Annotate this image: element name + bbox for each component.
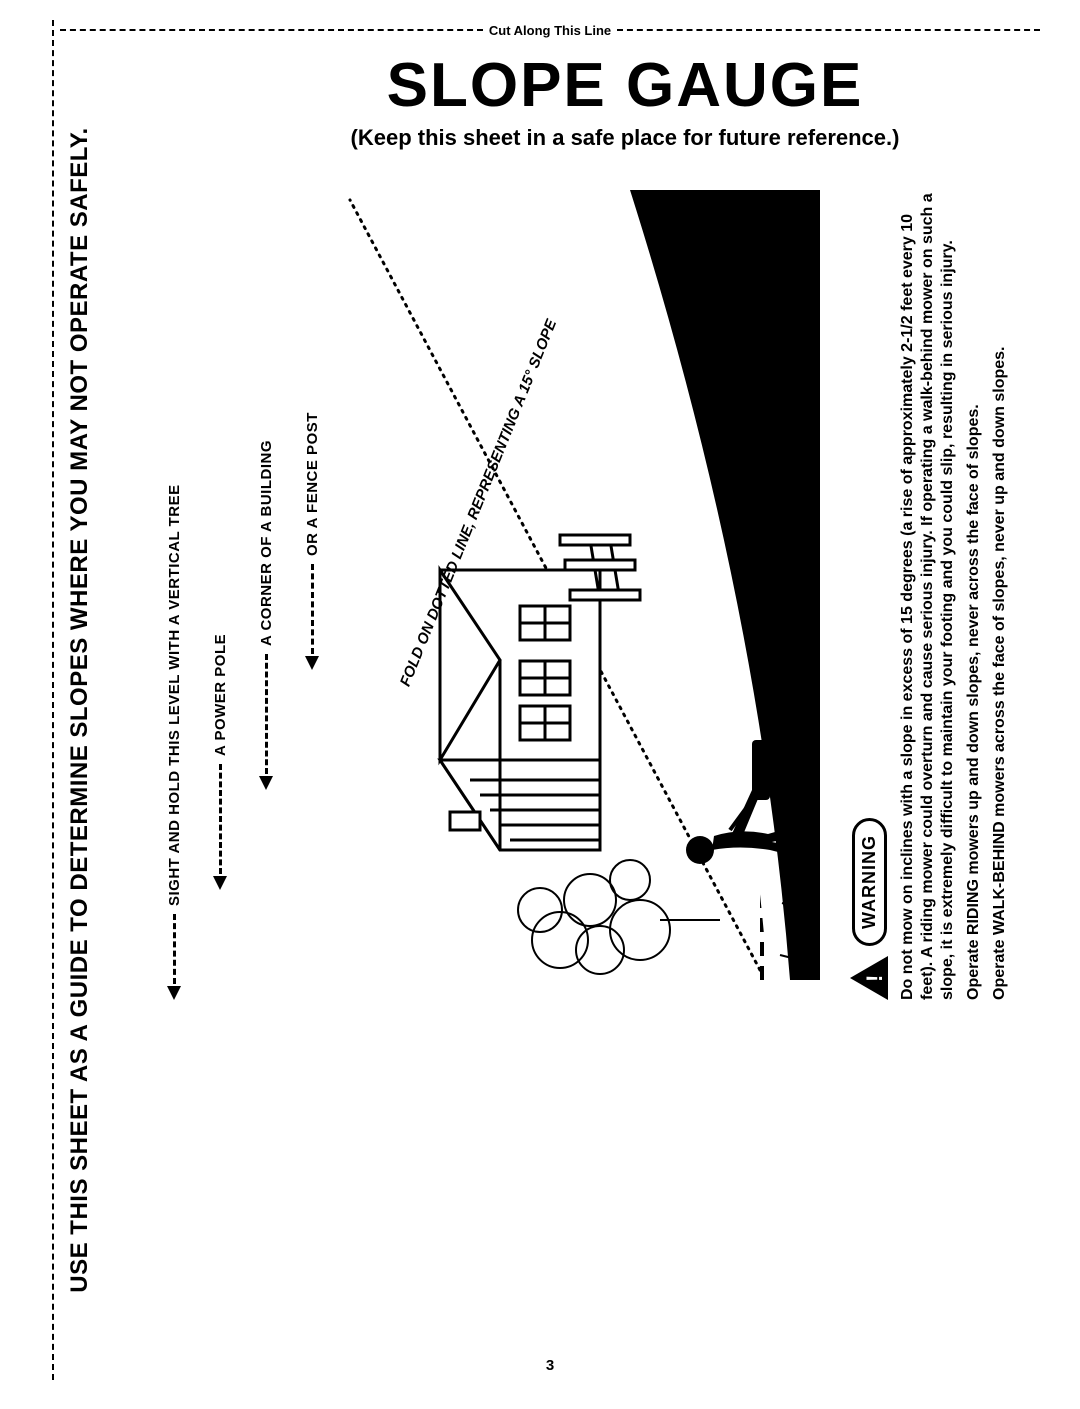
diagram-inner: SIGHT AND HOLD THIS LEVEL WITH A VERTICA… [150,170,1020,1020]
warning-triangle-icon [850,956,888,1000]
cut-line: Cut Along This Line [60,20,1040,40]
cut-line-label: Cut Along This Line [483,23,617,38]
diagram: SIGHT AND HOLD THIS LEVEL WITH A VERTICA… [150,170,1020,1020]
scene-svg [300,190,820,1000]
cut-border-left [52,20,54,1380]
page-title: SLOPE GAUGE [230,50,1020,121]
warning-p2: Operate RIDING mowers up and down slopes… [964,190,984,1000]
dash [219,764,222,874]
vertical-instruction: USE THIS SHEET AS A GUIDE TO DETERMINE S… [60,60,100,1360]
warning-badge: WARNING [852,818,887,946]
illustration: FOLD ON DOTTED LINE, REPRESENTING A 15° … [300,190,820,1000]
sight-label-2: A POWER POLE [212,634,229,764]
warning-p3: Operate WALK-BEHIND mowers across the fa… [990,190,1010,1000]
cut-dash-right [617,29,1040,31]
sight-label-1: SIGHT AND HOLD THIS LEVEL WITH A VERTICA… [166,484,183,914]
sight-row-1: SIGHT AND HOLD THIS LEVEL WITH A VERTICA… [160,190,188,1000]
sight-label-3: A CORNER OF A BUILDING [258,440,275,654]
dash [173,914,176,984]
angle-label: 15° [740,437,766,470]
warning-p1: Do not mow on inclines with a slope in e… [898,190,958,1000]
warning-header: WARNING [850,190,888,1000]
arrow-icon [213,876,227,890]
vertical-instruction-text: USE THIS SHEET AS A GUIDE TO DETERMINE S… [66,127,94,1292]
dash [265,654,268,774]
sight-row-2: A POWER POLE [206,190,234,1000]
arrow-icon [167,986,181,1000]
warning-block: WARNING Do not mow on inclines with a sl… [850,190,1016,1000]
page-number: 3 [546,1357,554,1374]
warning-text: Do not mow on inclines with a slope in e… [898,190,1010,1000]
cut-dash-left [60,29,483,31]
arrow-icon [259,776,273,790]
heading: SLOPE GAUGE (Keep this sheet in a safe p… [230,50,1020,151]
sight-row-3: A CORNER OF A BUILDING [252,190,280,1000]
page: Cut Along This Line USE THIS SHEET AS A … [60,20,1040,1380]
page-subtitle: (Keep this sheet in a safe place for fut… [230,125,1020,151]
